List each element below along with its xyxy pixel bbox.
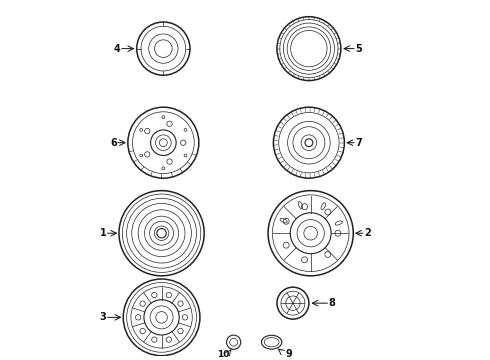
Text: 8: 8 (328, 298, 336, 308)
Text: 4: 4 (114, 44, 121, 54)
Text: 9: 9 (286, 349, 293, 359)
Text: 6: 6 (110, 138, 117, 148)
Text: 1: 1 (99, 228, 106, 238)
Text: 10: 10 (218, 350, 230, 359)
Text: 3: 3 (99, 312, 106, 322)
Text: 2: 2 (364, 228, 371, 238)
Text: 5: 5 (355, 44, 362, 54)
Text: 7: 7 (355, 138, 362, 148)
